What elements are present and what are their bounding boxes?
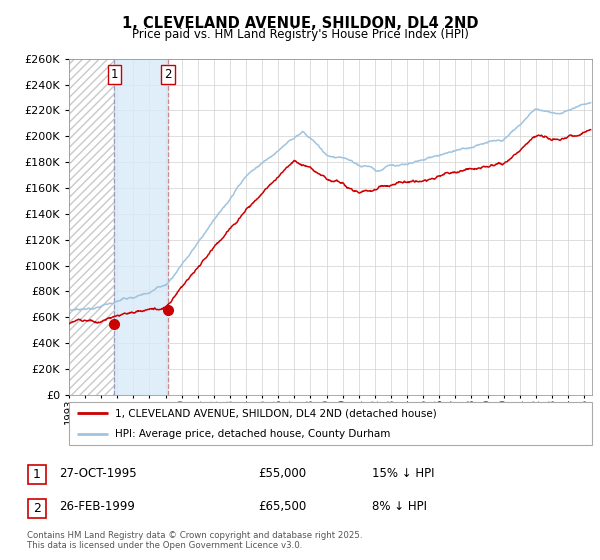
- Text: Contains HM Land Registry data © Crown copyright and database right 2025.
This d: Contains HM Land Registry data © Crown c…: [27, 530, 362, 550]
- Text: 1: 1: [33, 468, 41, 482]
- Text: 2: 2: [164, 68, 172, 81]
- FancyBboxPatch shape: [28, 499, 46, 518]
- FancyBboxPatch shape: [28, 465, 46, 484]
- Text: 15% ↓ HPI: 15% ↓ HPI: [372, 466, 434, 480]
- Text: 1: 1: [110, 68, 118, 81]
- Text: 27-OCT-1995: 27-OCT-1995: [59, 466, 136, 480]
- Text: 8% ↓ HPI: 8% ↓ HPI: [372, 500, 427, 514]
- Text: HPI: Average price, detached house, County Durham: HPI: Average price, detached house, Coun…: [115, 430, 391, 439]
- Text: £55,000: £55,000: [258, 466, 306, 480]
- Text: 1, CLEVELAND AVENUE, SHILDON, DL4 2ND: 1, CLEVELAND AVENUE, SHILDON, DL4 2ND: [122, 16, 478, 31]
- FancyBboxPatch shape: [69, 402, 592, 445]
- Text: 26-FEB-1999: 26-FEB-1999: [59, 500, 134, 514]
- Bar: [115, 59, 168, 395]
- Text: 2: 2: [33, 502, 41, 515]
- Text: Price paid vs. HM Land Registry's House Price Index (HPI): Price paid vs. HM Land Registry's House …: [131, 28, 469, 41]
- Text: £65,500: £65,500: [258, 500, 306, 514]
- Text: 1, CLEVELAND AVENUE, SHILDON, DL4 2ND (detached house): 1, CLEVELAND AVENUE, SHILDON, DL4 2ND (d…: [115, 408, 437, 418]
